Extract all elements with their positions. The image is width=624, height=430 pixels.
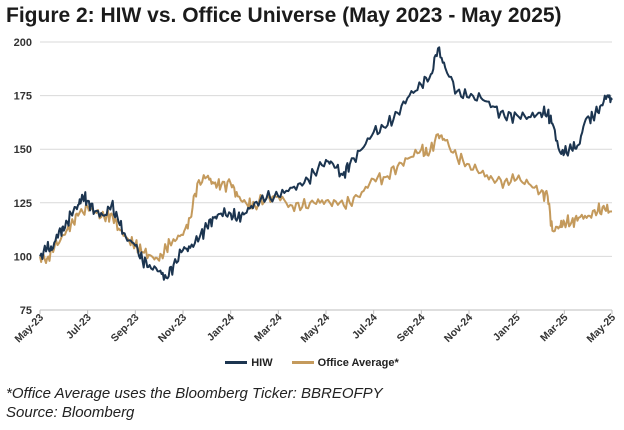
y-tick-label: 150 (14, 144, 32, 156)
y-tick-label: 175 (14, 91, 32, 103)
y-tick-label: 125 (14, 198, 32, 210)
x-tick-label: Sep-24 (395, 312, 428, 345)
source-text: Source: Bloomberg (6, 404, 135, 421)
footnote-text: *Office Average uses the Bloomberg Ticke… (6, 385, 383, 402)
legend: HIW Office Average* (0, 355, 624, 369)
x-tick-label: Jul-23 (64, 312, 94, 342)
x-tick-label: Sep-23 (109, 312, 142, 345)
legend-label-office-average: Office Average* (317, 356, 399, 369)
series-line-office-average (39, 133, 613, 264)
y-tick-label: 100 (14, 251, 32, 263)
legend-swatch-hiw (225, 361, 248, 364)
x-tick-label: Jul-24 (350, 312, 380, 342)
x-tick-label: May-25 (584, 312, 618, 346)
y-tick-label: 200 (14, 37, 32, 49)
x-tick-label: Jan-25 (491, 312, 523, 344)
x-tick-label: May-24 (298, 312, 332, 346)
chart-title: Figure 2: HIW vs. Office Universe (May 2… (6, 4, 562, 27)
x-tick-label: Jan-24 (205, 312, 237, 344)
series-line-hiw (39, 46, 613, 281)
legend-swatch-office-average (291, 361, 314, 364)
legend-label-hiw: HIW (251, 356, 273, 369)
x-tick-label: Mar-25 (538, 312, 571, 345)
footnote-block: *Office Average uses the Bloomberg Ticke… (6, 384, 383, 422)
legend-item-hiw: HIW (225, 356, 273, 369)
x-tick-label: Nov-24 (442, 312, 475, 345)
legend-item-office-average: Office Average* (291, 356, 399, 369)
x-tick-label: Mar-24 (252, 312, 285, 345)
y-tick-label: 75 (20, 305, 32, 317)
x-tick-label: Nov-23 (156, 312, 189, 345)
